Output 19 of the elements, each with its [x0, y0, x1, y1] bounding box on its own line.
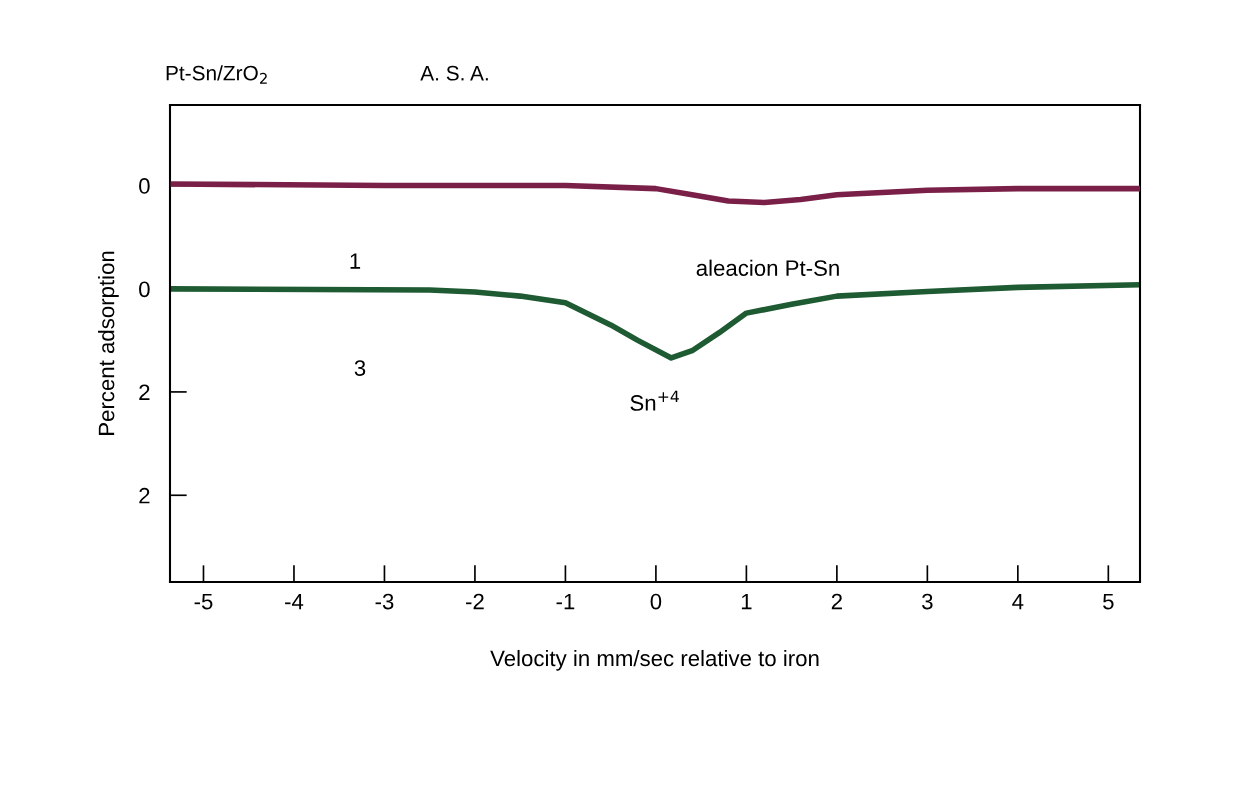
- x-tick-label: -2: [466, 593, 484, 610]
- x-tick-label: -3: [375, 593, 394, 610]
- x-tick-label: 2: [831, 593, 842, 610]
- x-tick-label: -1: [556, 593, 575, 610]
- y2-axis-title: Percent adsorption: [98, 251, 119, 435]
- annotation: 3: [354, 360, 366, 376]
- annotation: aleacion Pt-Sn: [696, 259, 839, 276]
- annotation: 1: [350, 253, 361, 269]
- x-tick-label: -5: [194, 593, 213, 610]
- x-axis-title: Velocity in mm/sec relative to iron: [490, 649, 819, 671]
- x-tick-label: 1: [741, 593, 752, 610]
- x-tick-label: 3: [922, 593, 933, 610]
- x-tick-label: 0: [650, 593, 662, 610]
- x-tick-label: 5: [1103, 593, 1114, 610]
- annotation: Sn$^{+4}$: [630, 390, 679, 411]
- text: A. S. A.: [420, 65, 488, 81]
- chart-title: Pt-Sn/ZrO$_{2}$: [166, 65, 267, 84]
- x-tick-label: 4: [1012, 593, 1024, 610]
- x-tick-label: -4: [285, 593, 304, 610]
